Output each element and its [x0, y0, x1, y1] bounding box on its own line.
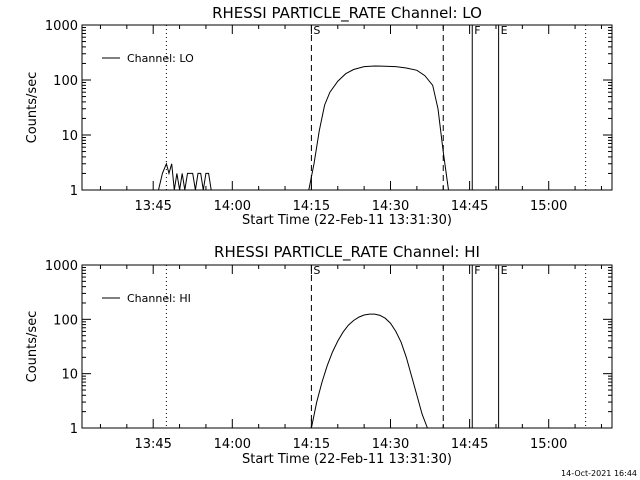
y-tick-label: 100 — [53, 313, 78, 328]
legend-label: Channel: LO — [127, 52, 194, 65]
y-tick-label: 1000 — [45, 19, 78, 34]
event-marker-label: E — [501, 24, 508, 37]
x-axis-label: Start Time (22-Feb-11 13:31:30) — [242, 213, 452, 228]
chart-title: RHESSI PARTICLE_RATE Channel: HI — [214, 243, 480, 262]
plot-frame — [81, 264, 613, 429]
x-tick-label: 13:45 — [134, 437, 171, 452]
hi-channel-panel: RHESSI PARTICLE_RATE Channel: HI 1 10 100 10… — [25, 243, 613, 467]
y-tick-label: 1 — [70, 422, 78, 437]
x-tick-label: 14:45 — [451, 437, 488, 452]
series-line — [158, 65, 449, 191]
plot-frame — [81, 24, 613, 191]
footer-timestamp: 14-Oct-2021 16:44 — [561, 469, 637, 478]
chart-title: RHESSI PARTICLE_RATE Channel: LO — [212, 4, 482, 23]
event-marker-label: S — [313, 24, 320, 37]
y-axis-label: Counts/sec — [25, 311, 40, 383]
legend-label: Channel: HI — [127, 292, 191, 305]
x-tick-label: 14:15 — [293, 199, 330, 214]
event-marker-label: E — [501, 264, 508, 277]
y-tick-label: 1 — [70, 184, 78, 199]
y-tick-label: 10 — [61, 129, 78, 144]
x-tick-label: 14:15 — [293, 437, 330, 452]
x-tick-label: 14:30 — [372, 437, 409, 452]
y-axis-label: Counts/sec — [25, 72, 40, 144]
x-tick-label: 14:00 — [214, 437, 251, 452]
y-tick-label: 10 — [61, 368, 78, 383]
x-axis-label: Start Time (22-Feb-11 13:31:30) — [242, 452, 452, 467]
x-tick-label: 13:45 — [134, 199, 171, 214]
y-tick-label: 1000 — [45, 259, 78, 274]
x-tick-label: 15:00 — [530, 199, 567, 214]
event-marker-label: S — [313, 264, 320, 277]
x-tick-label: 15:00 — [530, 437, 567, 452]
series-line — [310, 313, 428, 429]
y-tick-label: 100 — [53, 74, 78, 89]
event-marker-label: F — [474, 24, 480, 37]
lo-channel-panel: RHESSI PARTICLE_RATE Channel: LO 1 10 100 10… — [25, 4, 613, 228]
x-tick-label: 14:45 — [451, 199, 488, 214]
event-marker-label: F — [474, 264, 480, 277]
x-tick-label: 14:00 — [214, 199, 251, 214]
x-tick-label: 14:30 — [372, 199, 409, 214]
